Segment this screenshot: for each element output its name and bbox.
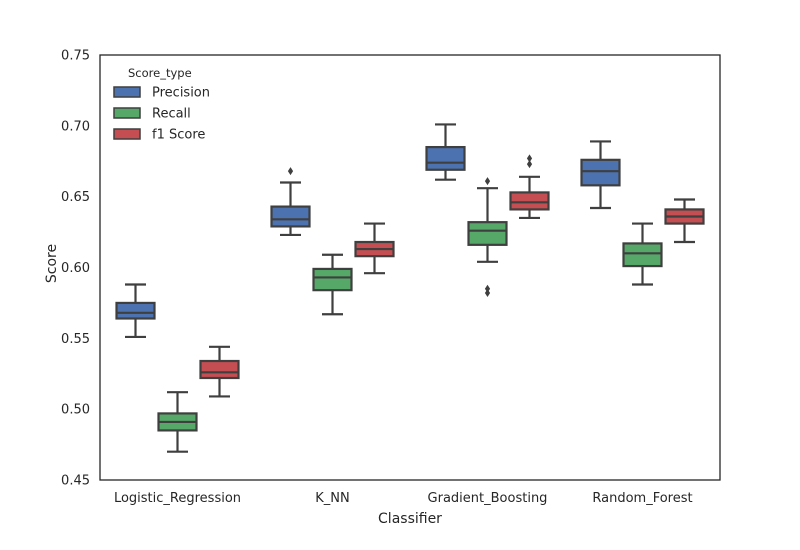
plot-frame [99,54,721,481]
box-body [312,267,353,292]
box-body [425,145,466,171]
plot-area [115,123,705,453]
box-recall-random-forest [622,222,663,286]
box-precision-k-nn [270,167,311,237]
box-body [199,359,240,380]
y-tick-label: 0.55 [61,332,90,347]
outlier-point [484,284,491,293]
y-tick-label: 0.70 [61,119,90,134]
x-tick-label: K_NN [315,491,349,506]
box-body [467,221,508,246]
box-body [622,242,663,268]
x-tick-label: Gradient_Boosting [428,491,548,506]
y-tick-label: 0.65 [61,190,90,205]
outlier-point [526,160,533,169]
y-tick-label: 0.45 [61,474,90,489]
legend-swatch [113,107,141,119]
y-tick-label: 0.50 [61,403,90,418]
y-tick-label: 0.60 [61,261,90,276]
outlier-point [526,154,533,163]
box-precision-gradient-boosting [425,123,466,181]
box-precision-logistic-regression [115,283,156,339]
y-axis-title: Score [44,244,60,283]
legend: Score_type Precision Recall f1 Score [113,66,210,143]
box-recall-gradient-boosting [467,177,508,297]
legend-entry-label: Recall [152,107,191,122]
legend-swatch [113,86,141,98]
legend-entry-label: f1 Score [152,128,205,143]
box-body [270,205,311,228]
y-tick-label: 0.75 [61,49,90,64]
box-f1-score-logistic-regression [199,345,240,398]
box-f1-score-gradient-boosting [509,154,550,220]
outlier-point [484,289,491,297]
x-axis-ticks: Logistic_Regression K_NN Gradient_Boosting… [114,491,693,506]
box-body [509,191,550,211]
legend-title: Score_type [128,66,192,80]
box-body [580,158,621,187]
box-recall-logistic-regression [157,391,198,453]
legend-entry-label: Precision [152,86,210,101]
box-body [115,301,156,320]
x-axis-title: Classifier [378,511,442,527]
y-axis-ticks: 0.45 0.50 0.55 0.60 0.65 0.70 0.75 [61,49,90,489]
box-f1-score-k-nn [354,222,395,275]
x-tick-label: Logistic_Regression [114,491,241,506]
outlier-point [287,167,294,176]
box-precision-random-forest [580,140,621,210]
x-tick-label: Random_Forest [592,491,692,506]
box-f1-score-random-forest [664,198,705,244]
outlier-point [484,177,491,186]
box-recall-k-nn [312,253,353,316]
legend-swatch [113,128,141,140]
